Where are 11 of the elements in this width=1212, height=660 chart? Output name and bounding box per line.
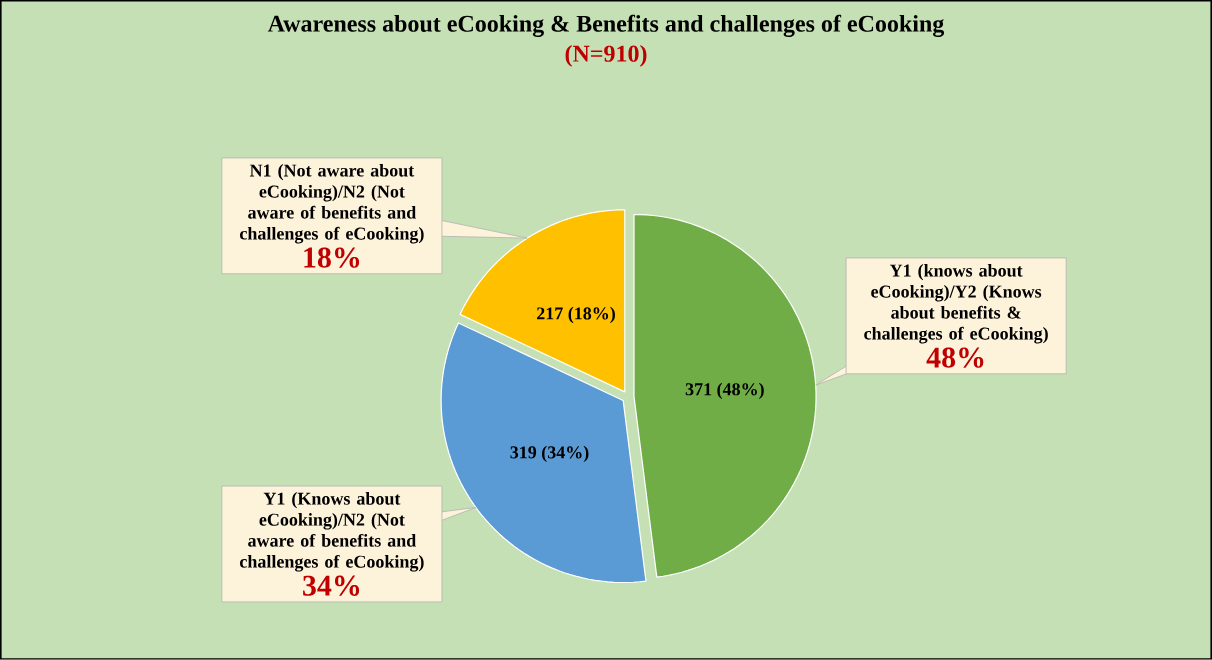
slice-label: Y1 (Knows about eCooking)/N2 (Not aware of benefits and challenges of eCooking) [240, 492, 424, 572]
data-label: 371 (48%) [685, 382, 764, 400]
text: 18% [304, 247, 360, 268]
data-label: 217 (18%) [537, 306, 615, 324]
data-label: 319 (34%) [510, 445, 589, 463]
text: 34% [303, 575, 360, 596]
text: 48% [926, 347, 984, 368]
chart-title: Awareness about eCooking & Benefits and challenges of eCooking [267, 14, 945, 37]
slice-label: Y1 (knows about eCooking)/Y2 (Knows about benefits & challenges of eCooking) [864, 264, 1048, 344]
chart-subtitle: (N=910) [565, 45, 647, 67]
slice-label: N1 (Not aware about eCooking)/N2 (Not aware of benefits and challenges of eCooking) [240, 164, 424, 244]
